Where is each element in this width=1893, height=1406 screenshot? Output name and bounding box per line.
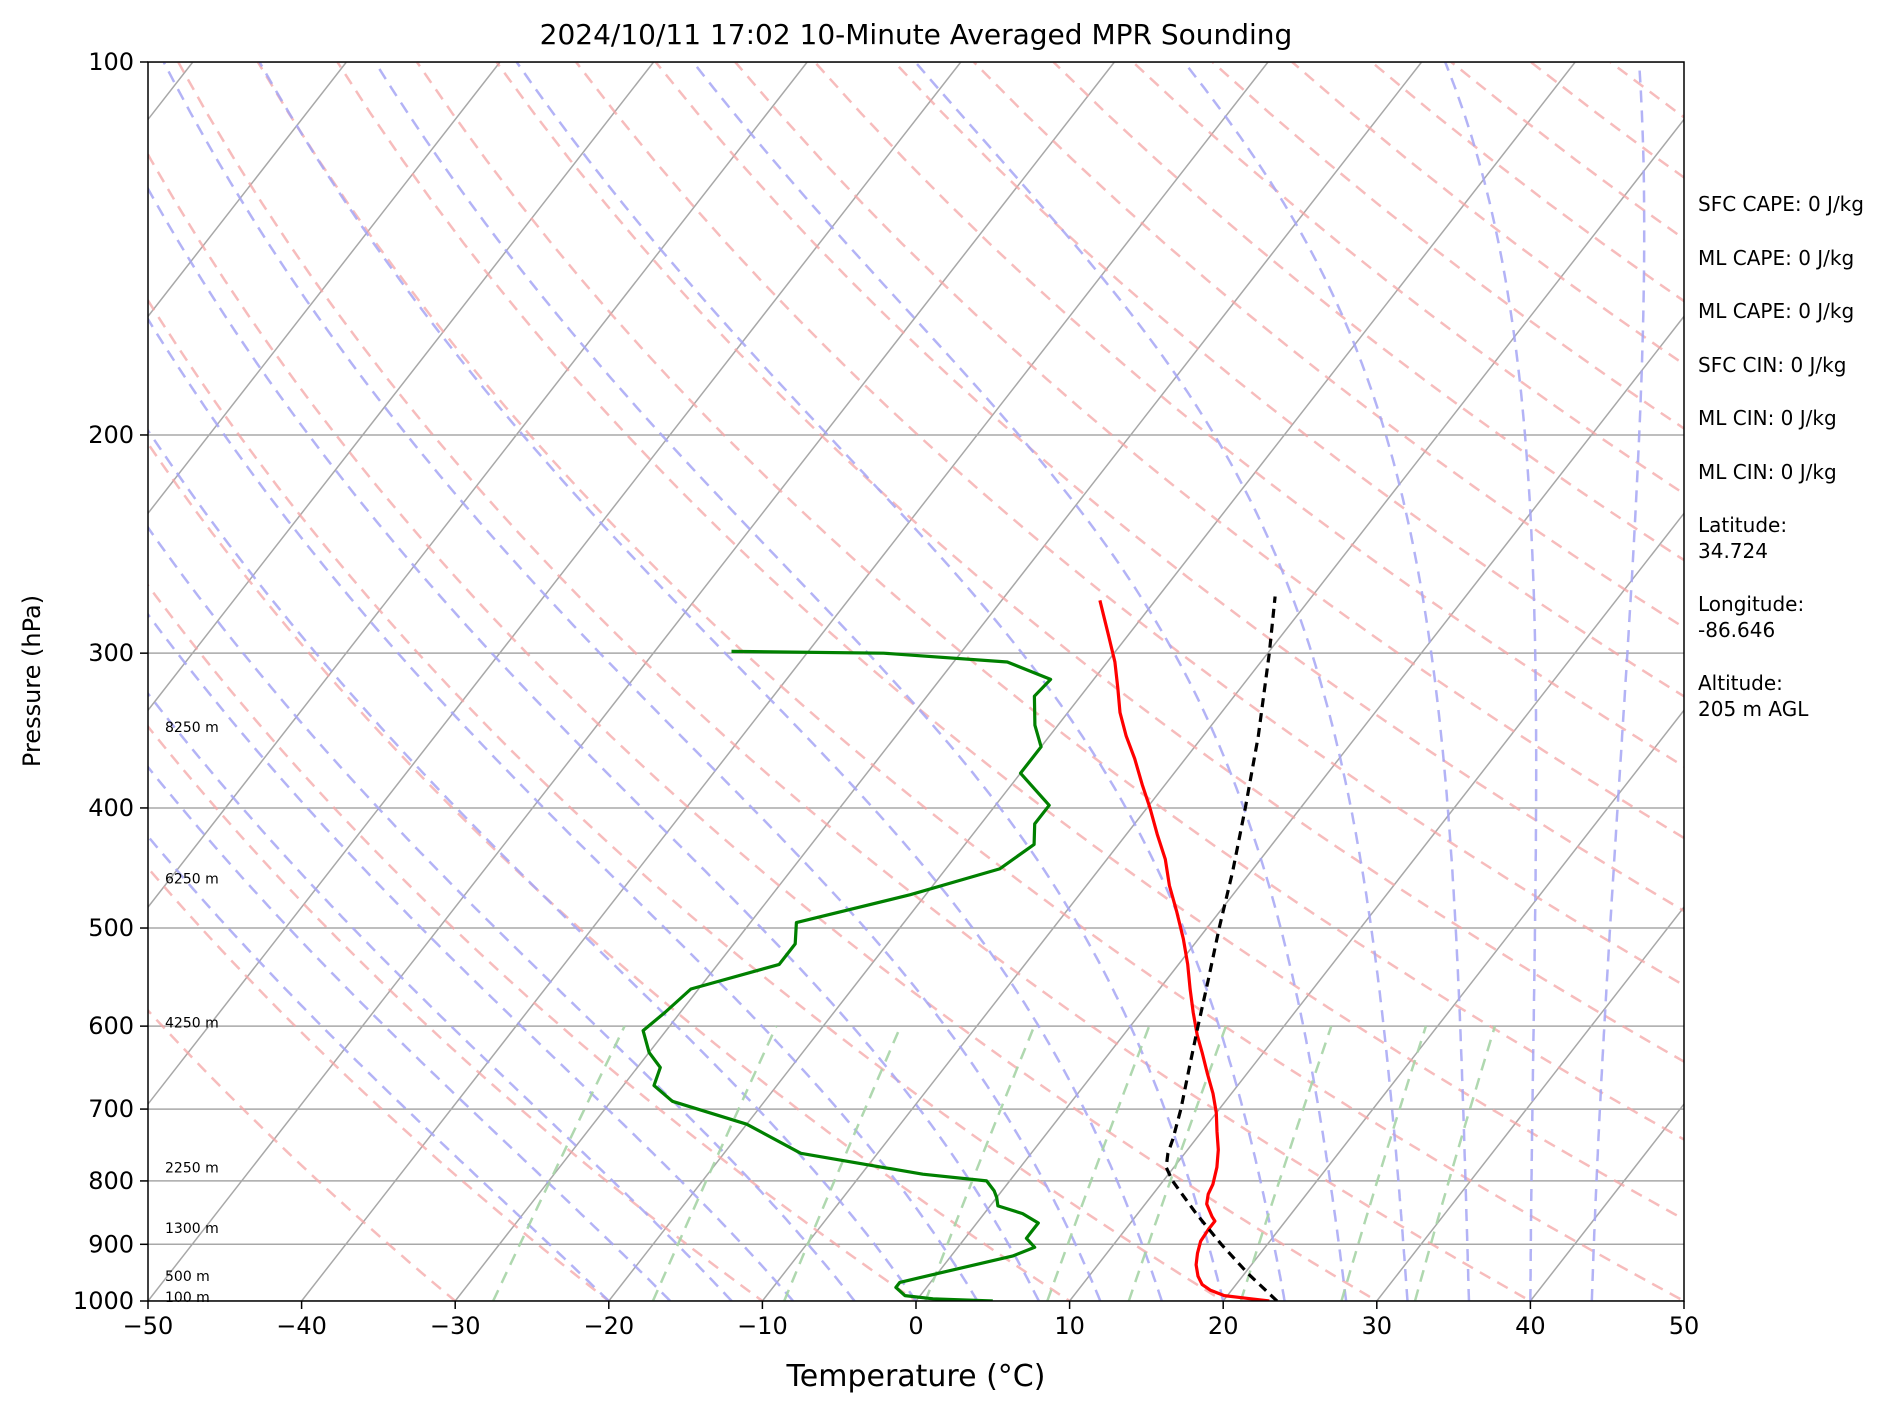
isotherm-line: [148, 62, 501, 515]
dry-adiabat-line: [148, 298, 1226, 1301]
y-tick-label: 500: [88, 914, 134, 942]
moist-adiabat-line: [692, 62, 1348, 1301]
ml-cape-text-2: ML CAPE: 0 J/kg: [1698, 299, 1855, 323]
height-label: 100 m: [165, 1290, 210, 1306]
sfc-cape-text: SFC CAPE: 0 J/kg: [1698, 192, 1864, 216]
ml-cin-text-2: ML CIN: 0 J/kg: [1698, 460, 1837, 484]
mixing-ratio-line: [491, 1025, 626, 1301]
x-tick-label: −30: [430, 1312, 481, 1340]
longitude-value: -86.646: [1698, 618, 1776, 642]
x-tick-label: 0: [908, 1312, 923, 1340]
moist-adiabat-line: [1590, 62, 1646, 1301]
x-tick-label: 50: [1669, 1312, 1700, 1340]
moist-adiabat-line: [373, 62, 1225, 1301]
mixing-ratio-line: [1413, 1025, 1497, 1301]
mixing-ratio-line: [783, 1025, 902, 1301]
isotherm-line: [1376, 905, 1684, 1301]
latitude-label: Latitude:: [1698, 513, 1788, 537]
dry-adiabat-line: [415, 62, 1684, 1141]
dry-adiabat-line: [893, 62, 1684, 698]
isotherm-line: [148, 62, 808, 909]
longitude-label: Longitude:: [1698, 592, 1805, 616]
isotherm-line: [1222, 709, 1684, 1301]
y-tick-label: 800: [88, 1167, 134, 1195]
y-axis: 100 200 300 400 500 600 700 800 900 1000: [73, 48, 148, 1315]
x-tick-label: −10: [737, 1312, 788, 1340]
x-tick-label: 20: [1208, 1312, 1239, 1340]
dry-adiabat-line: [495, 62, 1684, 1064]
x-tick-label: 40: [1515, 1312, 1546, 1340]
dry-adiabat-line: [148, 441, 1072, 1301]
height-label: 6250 m: [165, 871, 219, 887]
x-tick-label: −40: [276, 1312, 327, 1340]
isotherm-line: [148, 62, 348, 318]
isotherm-line: [454, 62, 1423, 1301]
isotherm-line: [1069, 512, 1684, 1301]
isotherm-line: [301, 62, 1269, 1301]
temperature-line: [1098, 600, 1270, 1301]
ml-cape-text: ML CAPE: 0 J/kg: [1698, 246, 1855, 270]
moist-adiabat-line: [148, 765, 672, 1301]
mixing-ratio-line: [651, 1025, 778, 1301]
dry-adiabat-line: [148, 866, 611, 1301]
dry-adiabat-line: [256, 62, 1684, 1301]
y-tick-label: 100: [88, 48, 134, 76]
x-tick-label: −50: [123, 1312, 174, 1340]
ml-cin-text: ML CIN: 0 J/kg: [1698, 406, 1837, 430]
y-tick-label: 700: [88, 1095, 134, 1123]
sfc-cin-text: SFC CIN: 0 J/kg: [1698, 353, 1847, 377]
mixing-ratio-line: [1127, 1025, 1228, 1301]
y-tick-label: 300: [88, 639, 134, 667]
y-tick-label: 1000: [73, 1287, 134, 1315]
latitude-value: 34.724: [1698, 539, 1768, 563]
height-labels: 100 m 500 m 1300 m 2250 m 4250 m 6250 m 8250 m: [165, 720, 219, 1306]
y-tick-label: 400: [88, 794, 134, 822]
x-tick-label: 10: [1054, 1312, 1085, 1340]
height-label: 500 m: [165, 1269, 210, 1285]
moist-adiabat-line: [1183, 62, 1471, 1301]
sounding-lines: [641, 596, 1279, 1301]
height-label: 2250 m: [165, 1160, 219, 1176]
dewpoint-line: [641, 649, 1053, 1301]
x-axis-label: Temperature (°C): [786, 1359, 1046, 1394]
mixing-ratio-line: [1340, 1025, 1428, 1301]
moist-adiabat-line: [148, 834, 610, 1301]
moist-adiabat-line: [258, 62, 1163, 1301]
mixing-ratio-line: [1239, 1025, 1333, 1301]
y-axis-label: Pressure (hPa): [18, 595, 46, 767]
chart-title: 2024/10/11 17:02 10-Minute Averaged MPR …: [540, 18, 1293, 51]
x-tick-label: 30: [1362, 1312, 1393, 1340]
isotherm-line: [608, 62, 1576, 1301]
parcel-line: [1164, 596, 1279, 1301]
dry-adiabat-line: [575, 62, 1684, 987]
moist-adiabat-line: [148, 525, 856, 1301]
isotherm-line: [148, 62, 655, 712]
x-axis: −50 −40 −30 −20 −10 0 10 20 30 40 50: [123, 1301, 1700, 1340]
moist-adiabat-line: [148, 186, 1041, 1301]
moist-adiabat-line: [148, 691, 733, 1301]
isotherm-line: [148, 62, 962, 1106]
moist-adiabat-line: [148, 316, 979, 1301]
moist-adiabat-line: [1444, 62, 1538, 1301]
altitude-value: 205 m AGL: [1698, 697, 1809, 721]
y-tick-label: 600: [88, 1012, 134, 1040]
isotherm-line: [148, 62, 1116, 1301]
isotherm-line: [761, 118, 1684, 1301]
dry-adiabat-line: [813, 62, 1684, 768]
y-tick-label: 900: [88, 1230, 134, 1258]
dry-adiabat-line: [177, 62, 1533, 1301]
moist-adiabat-line: [914, 62, 1409, 1301]
height-label: 4250 m: [165, 1016, 219, 1032]
altitude-label: Altitude:: [1698, 671, 1783, 695]
height-label: 1300 m: [165, 1221, 219, 1237]
moist-adiabat-line: [148, 428, 918, 1301]
height-label: 8250 m: [165, 720, 219, 736]
x-tick-label: −20: [583, 1312, 634, 1340]
mixing-ratio-line: [1046, 1025, 1151, 1301]
dry-adiabat-line: [148, 583, 919, 1301]
y-tick-label: 200: [88, 421, 134, 449]
